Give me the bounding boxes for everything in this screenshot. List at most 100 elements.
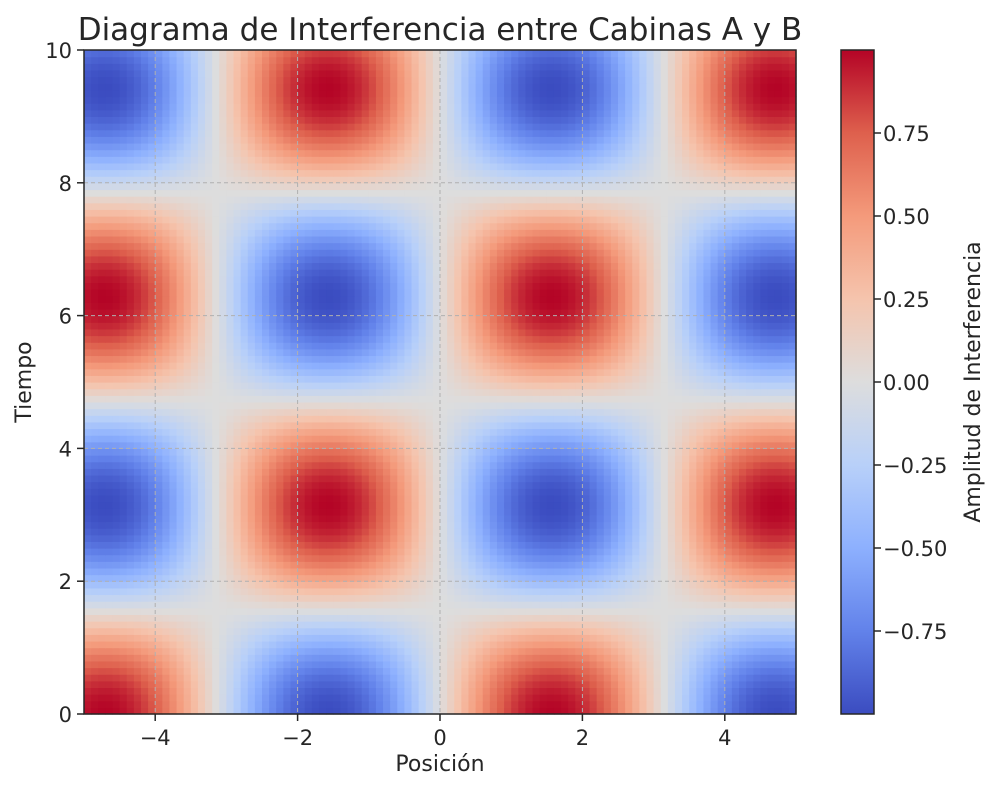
heatmap-cell xyxy=(311,548,320,556)
heatmap-cell xyxy=(746,667,754,675)
heatmap-cell xyxy=(589,554,598,562)
heatmap-cell xyxy=(589,474,598,483)
heatmap-cell xyxy=(682,395,690,403)
heatmap-cell xyxy=(190,395,199,403)
heatmap-cell xyxy=(169,461,178,469)
heatmap-cell xyxy=(326,494,334,503)
heatmap-cell xyxy=(746,694,754,702)
heatmap-cell xyxy=(119,401,128,410)
heatmap-cell xyxy=(183,581,192,589)
heatmap-cell xyxy=(340,415,349,423)
heatmap-cell xyxy=(511,448,519,456)
heatmap-cell xyxy=(84,494,92,503)
heatmap-cell xyxy=(475,388,484,396)
heatmap-cell xyxy=(674,481,683,489)
heatmap-cell xyxy=(660,594,669,602)
heatmap-cell xyxy=(589,508,598,516)
heatmap-cell xyxy=(333,667,341,675)
heatmap-cell xyxy=(91,667,99,675)
heatmap-cell xyxy=(390,428,398,436)
heatmap-cell xyxy=(368,647,377,655)
heatmap-cell xyxy=(361,548,370,556)
heatmap-cell xyxy=(731,448,740,456)
heatmap-cell xyxy=(411,448,420,456)
heatmap-cell xyxy=(724,674,733,682)
heatmap-cell xyxy=(326,488,334,496)
heatmap-cell xyxy=(781,561,790,569)
heatmap-cell xyxy=(511,461,519,469)
heatmap-cell xyxy=(397,528,405,536)
heatmap-cell xyxy=(767,640,776,649)
heatmap-cell xyxy=(781,654,790,662)
heatmap-cell xyxy=(205,528,213,536)
heatmap-cell xyxy=(404,415,413,423)
heatmap-cell xyxy=(496,421,505,430)
heatmap-cell xyxy=(383,514,391,523)
heatmap-cell xyxy=(546,388,555,396)
heatmap-cell xyxy=(205,700,213,708)
heatmap-cell xyxy=(653,700,662,708)
heatmap-cell xyxy=(183,514,192,523)
heatmap-cell xyxy=(461,647,470,655)
heatmap-cell xyxy=(183,614,192,622)
heatmap-cell xyxy=(596,441,605,449)
heatmap-cell xyxy=(546,501,555,509)
heatmap-cell xyxy=(347,448,356,456)
heatmap-cell xyxy=(283,674,292,682)
heatmap-cell xyxy=(269,700,277,708)
heatmap-cell xyxy=(326,461,334,469)
heatmap-cell xyxy=(140,680,149,689)
heatmap-cell xyxy=(262,501,270,509)
heatmap-cell xyxy=(197,408,206,416)
heatmap-cell xyxy=(596,461,605,469)
heatmap-cell xyxy=(361,640,370,649)
heatmap-cell xyxy=(169,700,178,708)
heatmap-cell xyxy=(354,408,363,416)
heatmap-cell xyxy=(219,508,227,516)
heatmap-cell xyxy=(340,521,349,529)
heatmap-cell xyxy=(682,640,690,649)
heatmap-cell xyxy=(682,634,690,642)
heatmap-cell xyxy=(717,680,726,689)
heatmap-cell xyxy=(340,674,349,682)
heatmap-cell xyxy=(297,435,306,443)
heatmap-cell xyxy=(496,528,505,536)
heatmap-cell xyxy=(475,640,484,649)
heatmap-cell xyxy=(98,481,106,489)
heatmap-cell xyxy=(269,382,277,390)
heatmap-cell xyxy=(283,694,292,702)
heatmap-cell xyxy=(432,567,441,576)
heatmap-cell xyxy=(731,567,740,576)
heatmap-cell xyxy=(696,401,705,410)
heatmap-cell xyxy=(788,534,797,542)
heatmap-cell xyxy=(162,674,171,682)
heatmap-cell xyxy=(731,660,740,669)
heatmap-cell xyxy=(240,508,249,516)
heatmap-cell xyxy=(739,534,747,542)
heatmap-cell xyxy=(84,601,92,609)
heatmap-cell xyxy=(140,494,149,503)
heatmap-cell xyxy=(568,428,576,436)
heatmap-cell xyxy=(148,674,156,682)
heatmap-cell xyxy=(105,694,114,702)
heatmap-cell xyxy=(404,680,413,689)
heatmap-cell xyxy=(197,574,206,582)
heatmap-cell xyxy=(140,587,149,596)
heatmap-cell xyxy=(119,574,128,582)
heatmap-cell xyxy=(126,660,135,669)
heatmap-cell xyxy=(575,634,583,642)
heatmap-cell xyxy=(603,627,612,635)
heatmap-cell xyxy=(133,574,142,582)
heatmap-cell xyxy=(496,461,505,469)
heatmap-cell xyxy=(774,660,783,669)
heatmap-cell xyxy=(596,654,605,662)
heatmap-cell xyxy=(297,647,306,655)
heatmap-cell xyxy=(411,415,420,423)
heatmap-cell xyxy=(496,567,505,576)
heatmap-cell xyxy=(126,441,135,449)
heatmap-cell xyxy=(155,494,163,503)
heatmap-cell xyxy=(482,627,491,635)
heatmap-cell xyxy=(703,640,712,649)
heatmap-cell xyxy=(140,567,149,576)
heatmap-cell xyxy=(760,421,769,430)
